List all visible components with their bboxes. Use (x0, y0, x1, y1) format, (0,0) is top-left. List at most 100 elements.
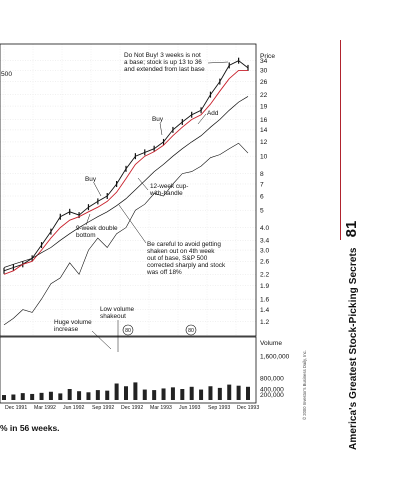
annotation-low-volume: Low volume shakeout (100, 306, 135, 352)
volume-bar (105, 390, 110, 400)
price-tick-label: 19 (260, 103, 268, 110)
annotation-careful: Be careful to avoid getting shaken out o… (118, 204, 226, 276)
buy-top-pointer (159, 122, 163, 136)
volume-bar (95, 390, 100, 400)
price-tick-label: 34 (260, 58, 268, 65)
price-tick-label: 4.0 (260, 225, 269, 232)
cup-pointer (137, 177, 149, 191)
volume-tick-label: 800,000 (260, 375, 284, 382)
price-tick-label: 7 (260, 181, 264, 188)
double-bottom-line-1: 9-week double (76, 225, 118, 232)
volume-bar (114, 383, 119, 400)
volume-tick-label: 1,600,000 (260, 353, 290, 360)
price-tick-label: 10 (260, 153, 268, 160)
running-head: America's Greatest Stock-Picking Secrets… (343, 221, 360, 450)
buy-top-label: Buy (152, 116, 164, 123)
price-tick-label: 30 (260, 68, 268, 75)
volume-bar (170, 387, 175, 400)
careful-pointer (118, 204, 147, 244)
volume-bar (180, 389, 185, 400)
copyright-notice: © 2000 Investor's Business Daily, Inc. (302, 350, 307, 420)
volume-bar (77, 391, 82, 400)
rating-circle-2 (185, 324, 197, 336)
rating-value-1: 80 (125, 328, 131, 334)
volume-bar (2, 395, 6, 400)
huge-volume-line-1: Huge volume (54, 319, 92, 326)
volume-bar (124, 386, 128, 400)
price-tick-label: 8 (260, 171, 264, 178)
date-tick-label: Mar 1993 (150, 405, 172, 411)
volume-bar (39, 392, 44, 400)
margin-rule (340, 40, 342, 240)
price-axis-title: Price (260, 53, 275, 60)
price-tick-label: 3.0 (260, 247, 269, 254)
volume-tick-label: 200,000 (260, 392, 284, 399)
price-tick-label: 1.4 (260, 307, 269, 314)
date-tick-label: Dec 1991 (5, 405, 27, 411)
price-tick-label: 1.6 (260, 296, 269, 303)
double-bottom-line-2: bottom (76, 232, 96, 239)
rating-marker-2: 80 (185, 324, 197, 336)
do-not-buy-pointer (207, 61, 229, 64)
careful-line-3: out of base, S&P 500 (147, 255, 208, 262)
careful-line-5: was off 18% (146, 269, 182, 276)
volume-bar (227, 384, 232, 400)
book-title: America's Greatest Stock-Picking Secrets (348, 247, 359, 450)
annotation-cup-with-handle: 12-week cup- with-handle (137, 177, 188, 197)
rating-value-2: 80 (188, 328, 194, 334)
price-grid (0, 44, 256, 336)
volume-bars (2, 382, 250, 400)
careful-line-2: shaken out on 4th week (147, 248, 215, 255)
price-tick-label: 1.2 (260, 319, 269, 326)
page-number: 81 (343, 220, 360, 238)
price-tick-label: 3.4 (260, 238, 269, 245)
volume-bar (208, 386, 213, 400)
low-volume-line-2: shakeout (100, 313, 126, 320)
careful-line-4: corrected sharply and stock (147, 262, 226, 269)
date-tick-label: Sep 1993 (208, 405, 230, 411)
volume-axis-title: Volume (260, 340, 282, 347)
volume-bar (58, 393, 63, 400)
price-tick-label: 6 (260, 193, 264, 200)
long-moving-average-line (3, 96, 249, 268)
red-moving-average-line (3, 69, 248, 275)
price-tick-label: 22 (260, 92, 268, 99)
annotation-do-not-buy: Do Not Buy! 3 weeks is not a base; stock… (124, 52, 229, 73)
buy-mid-label: Buy (85, 176, 97, 183)
figure-caption: % in 56 weeks. (0, 423, 60, 433)
price-panel-frame (0, 43, 257, 337)
date-tick-label: Jun 1992 (63, 405, 84, 411)
annotation-buy-mid: Buy (85, 176, 102, 197)
date-tick-label: Dec 1993 (237, 405, 259, 411)
sp500-relative-line (3, 142, 249, 326)
volume-bar (142, 389, 147, 400)
add-pointer (197, 113, 207, 125)
volume-bar (20, 393, 25, 400)
volume-bar (11, 394, 16, 400)
volume-bar (199, 389, 204, 400)
cup-line-1: 12-week cup- (150, 183, 188, 190)
date-tick-label: Jun 1993 (179, 405, 200, 411)
price-tick-label: 12 (260, 139, 268, 146)
volume-bar (86, 392, 91, 400)
volume-bar (236, 385, 241, 400)
annotation-double-bottom: 9-week double bottom (76, 213, 118, 239)
price-tick-label: 16 (260, 117, 268, 124)
careful-line-1: Be careful to avoid getting (147, 241, 221, 248)
cup-line-2: with-handle (149, 190, 183, 197)
volume-bar (217, 387, 222, 400)
price-tick-label: 26 (260, 79, 268, 86)
volume-bar (189, 386, 194, 400)
do-not-buy-line-1: Do Not Buy! 3 weeks is not (124, 52, 201, 59)
volume-bar (161, 388, 166, 400)
price-tick-label: 2.2 (260, 272, 269, 279)
price-tick-label: 14 (260, 127, 268, 134)
rating-marker-1: 80 (122, 324, 134, 336)
volume-bar (246, 386, 250, 400)
date-tick-label: Mar 1992 (34, 405, 56, 411)
do-not-buy-line-2: a base; stock is up 13 to 36 (124, 59, 202, 66)
huge-volume-pointer (91, 330, 112, 350)
annotation-buy-top: Buy (152, 116, 164, 136)
price-tick-label: 1.9 (260, 283, 269, 290)
